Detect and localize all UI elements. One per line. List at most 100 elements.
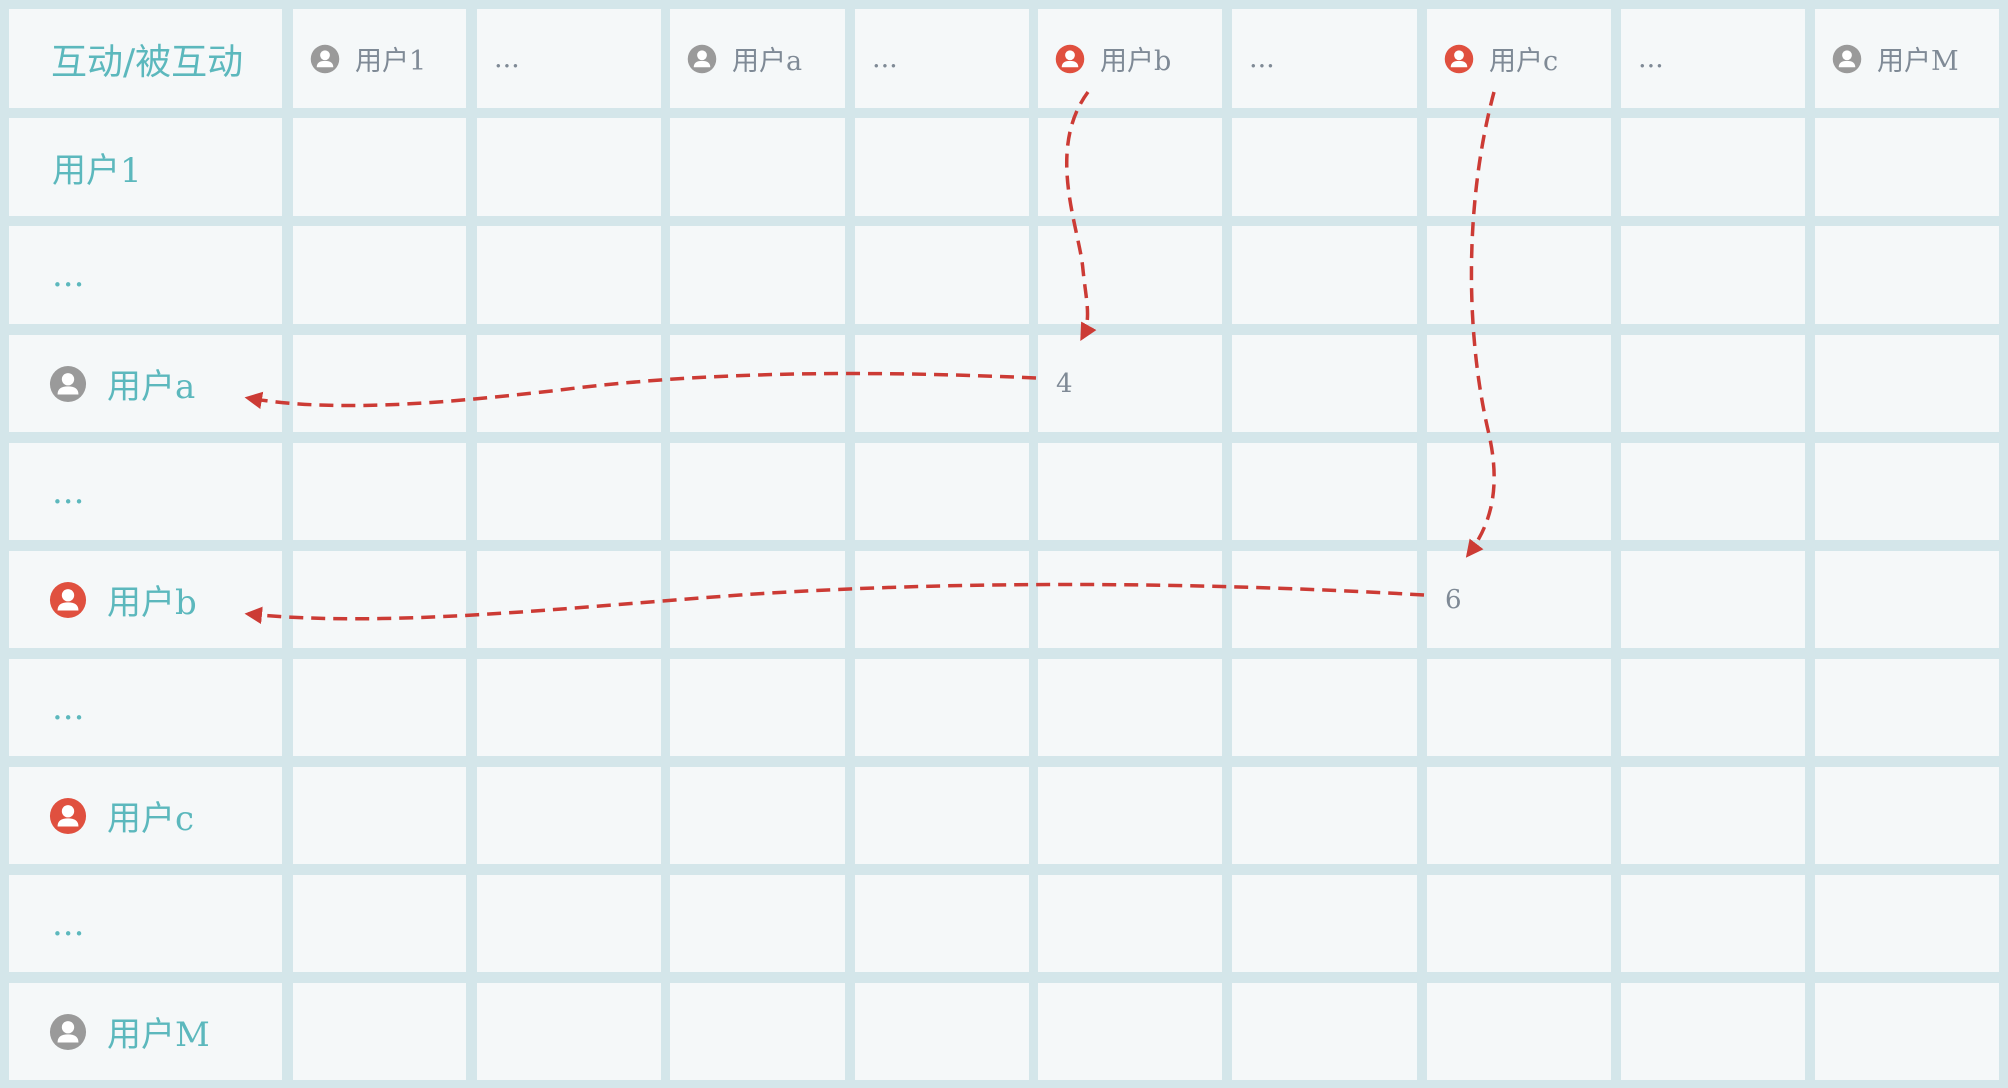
matrix-cell [293, 875, 466, 972]
column-header-label: ... [494, 43, 520, 74]
matrix-cell [1815, 226, 1999, 324]
matrix-cell [477, 443, 661, 540]
matrix-cell [1621, 443, 1805, 540]
row-header-label: 用户c [107, 799, 195, 839]
column-header: 用户1 [293, 9, 466, 108]
matrix-cell [293, 767, 466, 864]
cell-value: 6 [1445, 584, 1462, 615]
matrix-cell [1621, 875, 1805, 972]
column-header-label: ... [872, 43, 898, 74]
matrix-cell [1038, 659, 1222, 756]
matrix-cell [1815, 875, 1999, 972]
column-header-label: ... [1249, 43, 1275, 74]
matrix-cell [293, 443, 466, 540]
matrix-cell [1427, 443, 1611, 540]
matrix-cell [855, 551, 1029, 648]
matrix-cell [1427, 983, 1611, 1080]
row-header: 用户M [9, 983, 282, 1080]
matrix-cell [293, 659, 466, 756]
matrix-cell [855, 443, 1029, 540]
user-icon [1055, 44, 1085, 74]
matrix-cell [670, 659, 845, 756]
row-header-label: ... [52, 255, 85, 295]
matrix-cell [1038, 551, 1222, 648]
matrix-cell [670, 226, 845, 324]
column-header-label: 用户c [1489, 46, 1559, 77]
matrix-cell [477, 983, 661, 1080]
user-icon [49, 797, 87, 835]
column-header: 用户a [670, 9, 845, 108]
matrix-cell [855, 118, 1029, 216]
matrix-cell [293, 118, 466, 216]
matrix-cell [1232, 983, 1417, 1080]
matrix-cell [1621, 551, 1805, 648]
row-header-label: ... [52, 687, 85, 728]
matrix-cell [1038, 118, 1222, 216]
corner-cell: 互动/被互动 [9, 9, 282, 108]
matrix-cell [1232, 767, 1417, 864]
row-header: 用户c [9, 767, 282, 864]
matrix-cell [1427, 335, 1611, 432]
user-icon [1444, 44, 1474, 74]
row-header: ... [9, 443, 282, 540]
matrix-cell [670, 118, 845, 216]
matrix-cell: 6 [1427, 551, 1611, 648]
matrix-cell [477, 118, 661, 216]
column-header: 用户c [1427, 9, 1611, 108]
matrix-cell [855, 335, 1029, 432]
matrix-cell [855, 767, 1029, 864]
matrix-cell [1815, 335, 1999, 432]
column-header-label: 用户b [1100, 46, 1172, 77]
column-header: ... [1232, 9, 1417, 108]
matrix-cell [477, 551, 661, 648]
row-header-label: ... [52, 903, 85, 944]
matrix-cell [1038, 875, 1222, 972]
matrix-cell [1427, 767, 1611, 864]
matrix-cell [1232, 335, 1417, 432]
corner-label: 互动/被互动 [51, 41, 244, 83]
matrix-cell [1427, 875, 1611, 972]
column-header-label: 用户1 [355, 46, 427, 77]
row-header: 用户b [9, 551, 282, 648]
column-header: ... [1621, 9, 1805, 108]
matrix-cell [1232, 443, 1417, 540]
matrix-cell [1621, 983, 1805, 1080]
matrix-cell [1232, 551, 1417, 648]
matrix-cell [1621, 659, 1805, 756]
matrix-cell [855, 659, 1029, 756]
row-header: ... [9, 875, 282, 972]
matrix-cell [1621, 767, 1805, 864]
matrix-cell [1232, 659, 1417, 756]
matrix-cell [670, 983, 845, 1080]
column-header: 用户M [1815, 9, 1999, 108]
matrix-cell [1232, 226, 1417, 324]
matrix-cell [293, 226, 466, 324]
matrix-cell [1815, 551, 1999, 648]
row-header-label: 用户1 [52, 150, 142, 191]
user-icon [49, 365, 87, 403]
column-header-label: ... [1638, 43, 1664, 74]
matrix-cell [1232, 875, 1417, 972]
user-icon [310, 44, 340, 74]
matrix-cell [855, 983, 1029, 1080]
matrix-cell [477, 335, 661, 432]
matrix-cell [1038, 983, 1222, 1080]
user-icon [1832, 44, 1862, 74]
column-header-label: 用户M [1877, 46, 1959, 77]
matrix-cell [1038, 226, 1222, 324]
matrix-cell [1038, 767, 1222, 864]
matrix-cell [670, 443, 845, 540]
matrix-cell [293, 983, 466, 1080]
matrix-cell [1815, 443, 1999, 540]
matrix-cell [670, 551, 845, 648]
matrix-cell [855, 226, 1029, 324]
matrix-cell [1621, 226, 1805, 324]
column-header: ... [477, 9, 661, 108]
row-header-label: 用户M [107, 1015, 210, 1055]
matrix-cell [1621, 118, 1805, 216]
row-header: 用户1 [9, 118, 282, 216]
matrix-cell [1815, 983, 1999, 1080]
matrix-cell [477, 659, 661, 756]
row-header: 用户a [9, 335, 282, 432]
matrix-cell [1427, 226, 1611, 324]
